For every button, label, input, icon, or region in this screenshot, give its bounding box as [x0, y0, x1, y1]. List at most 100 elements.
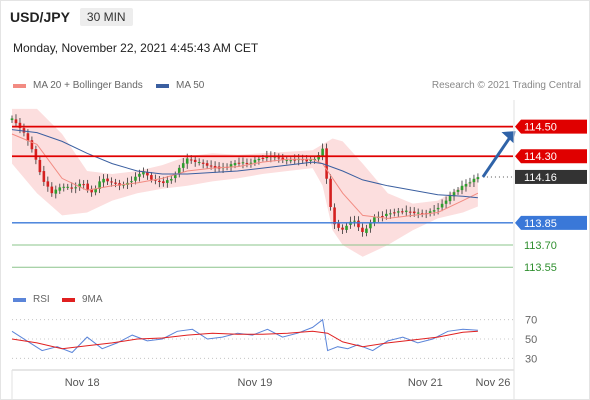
- candle-body: [46, 181, 50, 187]
- candle-body: [38, 159, 42, 173]
- rsi-tick-label-2: 30: [525, 353, 537, 365]
- candle-body: [452, 192, 456, 197]
- candle-body: [181, 163, 185, 168]
- candle-body: [177, 167, 181, 175]
- chart-header: USD/JPY 30 MIN: [10, 8, 133, 26]
- candle-body: [34, 149, 38, 160]
- resistance-tag: [515, 119, 587, 134]
- legend-label-9ma: 9MA: [82, 294, 103, 305]
- candle-body: [114, 182, 117, 184]
- x-tick-label-2: Nov 21: [408, 377, 443, 389]
- candle-body: [249, 162, 253, 164]
- candle-body: [86, 183, 89, 190]
- candle-body: [134, 176, 137, 181]
- legend-label-rsi: RSI: [33, 294, 50, 305]
- candle-body: [396, 211, 400, 213]
- candle-body: [245, 162, 249, 164]
- candle-body: [118, 183, 121, 186]
- candle-body: [162, 181, 165, 184]
- candle-body: [393, 212, 396, 214]
- candle-body: [329, 178, 332, 207]
- legend-item-rsi: RSI: [13, 294, 50, 305]
- candle-body: [10, 118, 14, 121]
- candle-body: [361, 227, 364, 232]
- candle-body: [106, 178, 109, 182]
- candle-body: [281, 157, 285, 160]
- candle-body: [305, 159, 308, 162]
- x-tick-label-1: Nov 19: [238, 377, 273, 389]
- legend-label-ma20: MA 20 + Bollinger Bands: [33, 80, 143, 91]
- candle-body: [146, 172, 149, 176]
- legend-label-ma50: MA 50: [176, 80, 205, 91]
- candle-body: [365, 228, 368, 233]
- candle-body: [333, 207, 336, 225]
- candle-body: [289, 160, 293, 162]
- candle-body: [26, 133, 30, 141]
- candle-body: [30, 140, 34, 150]
- timeframe-button[interactable]: 30 MIN: [79, 8, 133, 26]
- legend-item-ma20: MA 20 + Bollinger Bands: [13, 80, 143, 91]
- ma20-line: [11, 133, 479, 219]
- candle-body: [169, 179, 173, 181]
- candle-body: [197, 162, 201, 164]
- level-label-4: 113.70: [524, 240, 557, 252]
- candle-body: [54, 189, 58, 194]
- candle-body: [74, 187, 78, 189]
- candle-body: [416, 212, 420, 214]
- candle-body: [468, 182, 472, 184]
- candle-body: [150, 175, 153, 180]
- candle-body: [70, 187, 74, 189]
- rsi-series-9ma: [11, 330, 478, 350]
- candle-body: [357, 220, 360, 228]
- level-label-2: 114.16: [524, 172, 557, 184]
- candle-body: [400, 211, 404, 213]
- candle-body: [448, 195, 452, 202]
- candle-body: [50, 186, 54, 194]
- candle-body: [229, 164, 233, 168]
- candle-body: [166, 180, 169, 183]
- candle-body: [205, 163, 209, 166]
- candle-body: [90, 188, 93, 193]
- candle-body: [213, 166, 217, 168]
- level-label-0: 114.50: [524, 122, 557, 134]
- candle-body: [14, 119, 18, 124]
- candle-body: [412, 211, 416, 214]
- candle-body: [472, 178, 476, 183]
- candle-body: [110, 181, 113, 183]
- candle-body: [18, 122, 22, 128]
- candle-body: [98, 181, 101, 189]
- candle-body: [62, 186, 66, 188]
- rsi-swatch: [13, 297, 26, 302]
- candle-body: [345, 225, 348, 230]
- candle-body: [385, 213, 388, 217]
- candle-body: [317, 155, 320, 160]
- resistance-tag: [515, 149, 587, 164]
- candle-body: [173, 174, 177, 179]
- candle-body: [353, 220, 356, 222]
- candle-body: [440, 203, 444, 208]
- ma20-swatch: [13, 83, 26, 88]
- x-tick-label-0: Nov 18: [65, 377, 100, 389]
- candle-body: [321, 148, 324, 157]
- candle-body: [277, 157, 281, 159]
- candle-body: [78, 183, 81, 188]
- candle-body: [456, 189, 460, 192]
- symbol-label: USD/JPY: [10, 9, 70, 25]
- rsi-tick-label-0: 70: [525, 315, 537, 327]
- legend-item-ma50: MA 50: [156, 80, 204, 91]
- level-label-5: 113.55: [524, 262, 557, 274]
- candle-body: [436, 207, 440, 210]
- candle-body: [42, 171, 46, 182]
- candle-body: [389, 213, 392, 215]
- candle-body: [142, 171, 145, 175]
- level-label-3: 113.85: [524, 218, 557, 230]
- bollinger-band-fill: [12, 108, 478, 257]
- candle-body: [209, 165, 213, 167]
- candle-body: [313, 158, 316, 160]
- candle-body: [102, 178, 105, 183]
- candle-body: [428, 211, 432, 214]
- ma9-swatch: [62, 297, 75, 302]
- forecast-arrow-shaft: [481, 134, 513, 178]
- candle-body: [325, 148, 328, 179]
